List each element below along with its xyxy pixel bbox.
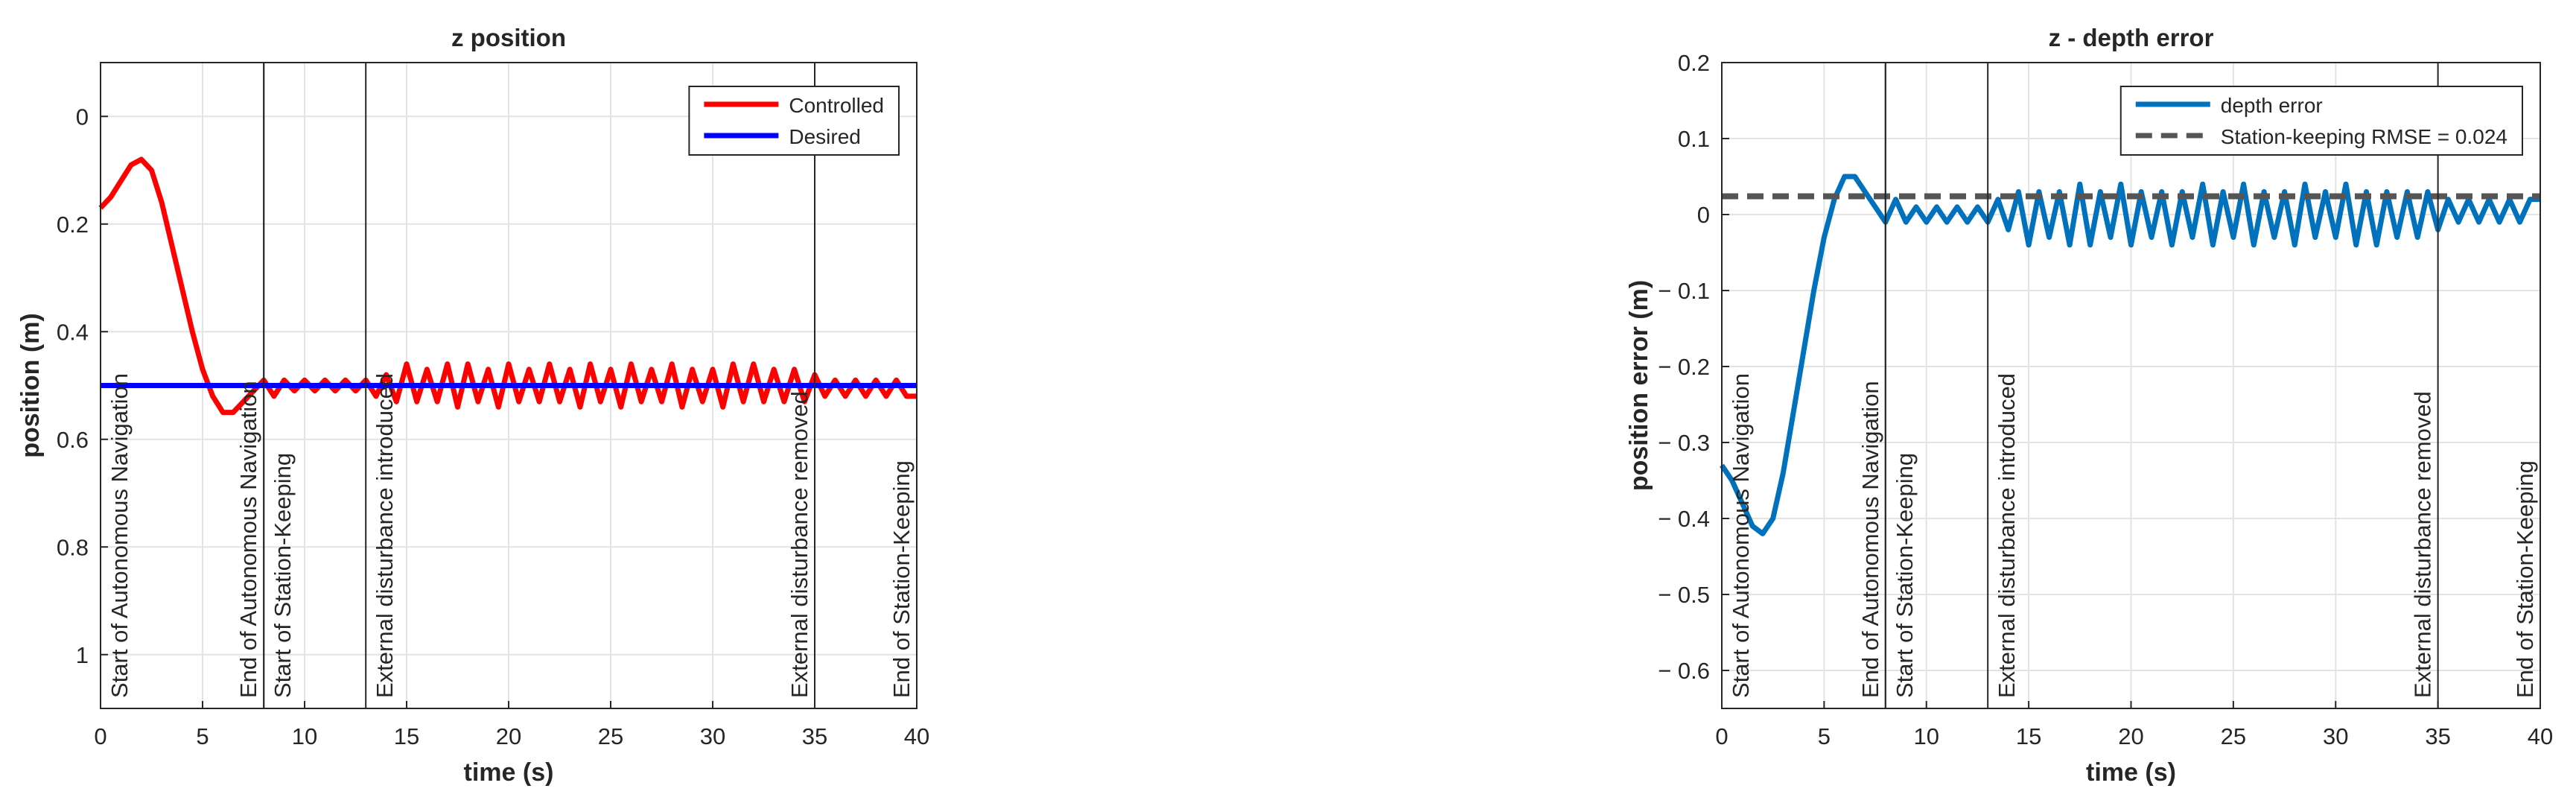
x-tick-label: 10: [1914, 723, 1939, 749]
x-tick-label: 15: [394, 723, 419, 749]
axes-box: [100, 62, 917, 709]
legend: Controlled Desired: [688, 86, 900, 156]
axes-box: [1721, 62, 2541, 709]
x-tick-label: 20: [2118, 723, 2143, 749]
x-tick-label: 5: [1818, 723, 1831, 749]
x-axis-label: time (s): [2086, 758, 2176, 787]
x-tick-label: 30: [700, 723, 725, 749]
x-tick-label: 25: [2221, 723, 2246, 749]
y-tick-label: 0.1: [1678, 126, 1710, 152]
series-line: [98, 156, 917, 416]
legend-label: depth error: [2221, 94, 2323, 117]
x-tick-label: 0: [94, 723, 106, 749]
chart: 0 5 10 15 20 25 30 35 40 − 0.6 − 0.5 − 0.4 − 0.3 − 0.…: [1625, 24, 2553, 787]
legend-label: Desired: [789, 125, 860, 148]
chart-title: z - depth error: [2049, 24, 2214, 51]
x-tick-label: 40: [2528, 723, 2553, 749]
x-tick-label: 40: [904, 723, 929, 749]
x-tick-label: 35: [802, 723, 827, 749]
y-tick-label: 0.2: [57, 212, 89, 238]
annotation: End of Autonomous Navigation: [1857, 381, 1883, 698]
y-tick-label: 0.2: [1678, 50, 1710, 76]
x-tick-label: 25: [598, 723, 623, 749]
x-axis-label: time (s): [464, 758, 554, 787]
y-tick-label: − 0.5: [1658, 582, 1710, 608]
annotation: End of Station-Keeping: [2512, 460, 2538, 698]
annotation: External disturbance removed: [786, 391, 812, 698]
legend-label: Controlled: [789, 94, 884, 117]
y-axis-label: position (m): [16, 313, 45, 458]
annotation: Start of Station-Keeping: [1892, 453, 1918, 698]
legend-box: [2119, 86, 2523, 156]
chart-title: z position: [451, 24, 566, 51]
x-tick-label: 10: [292, 723, 317, 749]
y-tick-label: − 0.3: [1658, 430, 1710, 456]
annotation: End of Station-Keeping: [888, 460, 915, 698]
y-tick-label: 0.8: [57, 534, 89, 560]
x-tick-label: 35: [2425, 723, 2450, 749]
x-tick-label: 5: [196, 723, 209, 749]
y-tick-label: 1: [76, 642, 89, 668]
annotation: Start of Autonomous Navigation: [1728, 373, 1754, 698]
series-line: [1720, 174, 2540, 536]
annotation: External disturbance removed: [2410, 391, 2436, 698]
annotation: Start of Station-Keeping: [270, 453, 296, 698]
legend: depth error Station-keeping RMSE = 0.024: [2119, 86, 2523, 156]
y-tick-label: 0: [76, 104, 89, 130]
annotation: End of Autonomous Navigation: [235, 381, 261, 698]
y-tick-label: 0.4: [57, 319, 89, 345]
y-tick-label: 0.6: [57, 427, 89, 453]
x-tick-label: 15: [2016, 723, 2041, 749]
chart: 0 5 10 15 20 25 30 35 40 0 0.2 0.4 0.6 0.8 1 Start of A…: [16, 24, 929, 787]
y-axis-label: position error (m): [1625, 280, 1653, 491]
y-tick-label: − 0.1: [1658, 278, 1710, 304]
x-tick-label: 20: [496, 723, 521, 749]
y-tick-label: − 0.2: [1658, 354, 1710, 380]
legend-label: Station-keeping RMSE = 0.024: [2221, 125, 2507, 148]
x-tick-label: 0: [1715, 723, 1728, 749]
annotation: External disturbance introduced: [372, 373, 398, 698]
legend-box: [688, 86, 900, 156]
y-tick-label: − 0.6: [1658, 658, 1710, 684]
annotation: Start of Autonomous Navigation: [106, 373, 133, 698]
y-tick-label: − 0.4: [1658, 506, 1710, 532]
y-tick-label: 0: [1697, 202, 1710, 228]
annotation: External disturbance introduced: [1994, 373, 2020, 698]
x-tick-label: 30: [2323, 723, 2348, 749]
